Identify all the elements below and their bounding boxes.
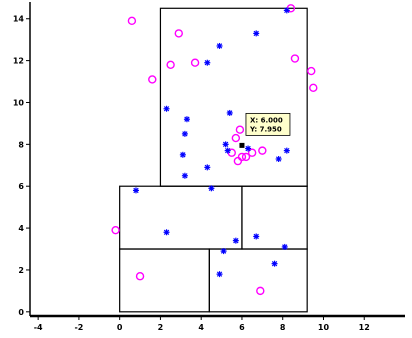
star-point — [220, 248, 227, 255]
y-tick-label: 0 — [18, 308, 24, 317]
y-tick-label: 6 — [18, 182, 24, 191]
y-tick-label: 4 — [18, 224, 24, 233]
tooltip-box — [245, 112, 291, 136]
star-point — [283, 7, 290, 14]
x-tick-label: 2 — [158, 323, 164, 332]
x-tick-label: 10 — [318, 323, 330, 332]
partition-box — [119, 248, 210, 313]
axes: -4 -2 0 2 4 6 8 10 12 0 2 4 6 8 10 12 14 — [13, 2, 405, 332]
selected-point-marker — [239, 142, 245, 148]
circle-point — [148, 75, 157, 84]
star-point — [271, 260, 278, 267]
circle-point — [247, 148, 257, 157]
star-point — [253, 233, 260, 240]
circle-point — [174, 29, 183, 38]
x-tick-label: 8 — [280, 323, 286, 332]
star-point — [181, 172, 188, 179]
star-point — [222, 141, 229, 148]
y-tick-label: 10 — [13, 98, 25, 107]
star-point — [181, 130, 188, 137]
circle-point — [241, 152, 251, 162]
data-points — [111, 4, 318, 296]
star-point — [226, 109, 233, 116]
x-tick-label: 6 — [239, 323, 245, 332]
partition-box — [241, 185, 308, 250]
star-point — [163, 229, 170, 236]
star-point — [183, 116, 190, 123]
x-tick-label: 0 — [117, 323, 123, 332]
circle-point — [127, 16, 137, 26]
x-tick-label: 4 — [198, 323, 204, 332]
star-point — [132, 187, 139, 194]
tooltip-line: X: 6.000 — [250, 116, 283, 124]
circle-point — [258, 146, 267, 155]
circle-point — [233, 156, 243, 166]
partition-box — [208, 248, 308, 313]
partition-boxes — [119, 7, 308, 313]
circle-point — [256, 286, 265, 296]
star-point — [283, 147, 290, 154]
star-point — [204, 59, 211, 66]
y-tick-label: 8 — [18, 140, 24, 149]
y-tick-label: 2 — [18, 266, 24, 275]
circle-point — [111, 225, 120, 235]
x-tick-label: -4 — [34, 323, 43, 332]
star-point — [163, 105, 170, 112]
circle-point — [307, 66, 316, 76]
y-tick-label: 14 — [13, 15, 25, 24]
partition-box — [119, 185, 243, 250]
star-point — [245, 145, 252, 152]
circle-point — [309, 83, 318, 93]
circle-point — [190, 58, 200, 67]
star-point — [224, 147, 231, 154]
x-tick-label: 12 — [359, 323, 370, 332]
x-tick-label: -2 — [74, 323, 83, 332]
star-point — [216, 271, 223, 278]
star-point — [204, 164, 211, 171]
star-point — [179, 151, 186, 158]
circle-point — [166, 60, 175, 70]
circle-point — [235, 125, 245, 134]
star-point — [281, 243, 288, 250]
star-point — [232, 237, 239, 244]
y-tick-label: 12 — [13, 57, 24, 66]
circle-point — [290, 54, 300, 63]
star-point — [208, 185, 215, 192]
circle-point — [231, 133, 241, 143]
star-point — [275, 156, 282, 162]
star-point — [253, 30, 260, 37]
star-point — [216, 42, 223, 49]
circle-point — [135, 272, 145, 281]
tooltip-line: Y: 7.950 — [249, 125, 282, 133]
